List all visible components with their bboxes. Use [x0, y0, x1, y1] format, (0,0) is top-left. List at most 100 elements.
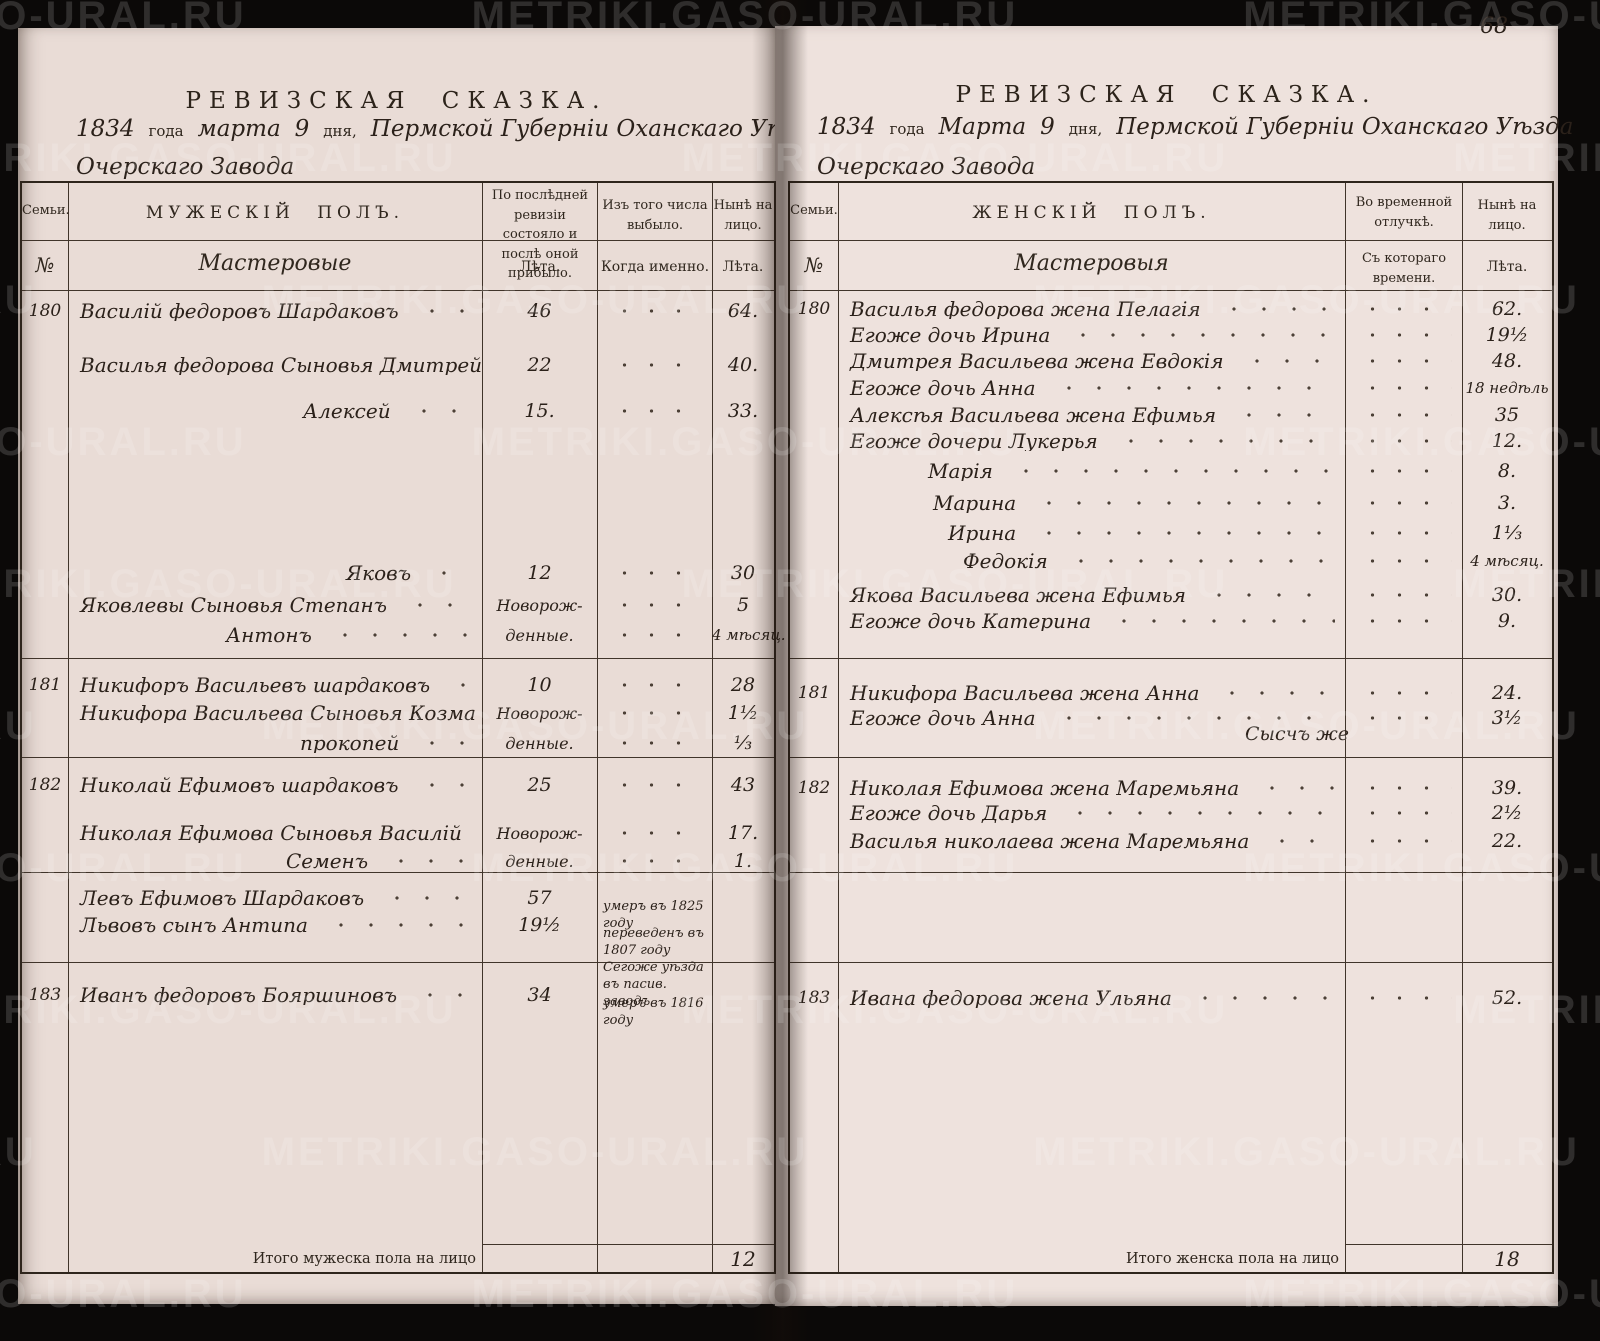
section-line: [22, 872, 774, 873]
dotted-leader: [1200, 589, 1335, 601]
page-title: РЕВИЗСКАЯ СКАЗКА.: [185, 88, 608, 114]
person-name: Иванъ федоровъ Бояршиновъ: [80, 985, 398, 1005]
name-cell: Ирина: [838, 523, 1345, 543]
total-value: 18: [1494, 1247, 1520, 1271]
dotted-leader: [1355, 435, 1452, 447]
dotted-leader: [607, 359, 702, 371]
section-line: [22, 658, 774, 659]
table-row: Василья николаева жена Маремьяна 22.: [790, 828, 1552, 854]
dotted-leader: [1064, 329, 1335, 341]
table-row: Яковлевы Сыновья Степанъ Новорож- 5: [22, 592, 774, 618]
table-row: 181 Никифора Васильева жена Анна 24.: [790, 680, 1552, 706]
section-line: [22, 757, 774, 758]
age-previous: 46: [527, 300, 552, 322]
column-line: [1462, 183, 1463, 1272]
age-previous: Новорож-: [496, 703, 583, 723]
person-name: прокопей: [300, 733, 400, 753]
person-name: Никифоръ Васильевъ шардаковъ: [80, 675, 431, 695]
column-line: [482, 183, 483, 1272]
age-previous: денные.: [505, 851, 574, 871]
absence-cell: [1345, 409, 1462, 421]
name-cell: Василья федорова жена Пелагія: [838, 299, 1345, 319]
age-now: 17.: [727, 822, 759, 844]
age-previous: 57: [527, 887, 552, 909]
header-prev-revision: По послѣдней ревизіи состояло и послѣ он…: [491, 188, 589, 281]
table-row: 180 Василья федорова жена Пелагія 62.: [790, 296, 1552, 322]
date-place: Пермской Губерніи Оханскаго Уѣзда: [370, 116, 828, 142]
age-now: 22.: [1491, 830, 1523, 852]
section-line: [790, 757, 1552, 758]
table-row: Антонъ денные. 4 мѣсяц.: [22, 622, 786, 648]
date-line: 1834 года марта 9 дня, Пермской Губерніи…: [76, 116, 828, 142]
person-name: Егоже дочь Дарья: [850, 803, 1048, 823]
person-name: Николая Ефимова жена Маремьяна: [850, 778, 1240, 798]
header-temp-absence: Во временной отлучкѣ.: [1355, 195, 1453, 230]
date-place-2: Очерскаго Завода: [76, 154, 295, 180]
dotted-leader: [1355, 555, 1452, 567]
date-line-2: Очерскаго Завода: [817, 154, 1035, 180]
date-place: Пермской Губерніи Оханскаго Уѣзда: [1116, 114, 1574, 140]
dotted-leader: [404, 405, 472, 417]
age-previous: денные.: [505, 733, 574, 753]
dotted-leader: [1263, 835, 1335, 847]
absence-cell: [1345, 835, 1462, 847]
dotted-leader: [321, 919, 472, 931]
person-name: Алексѣя Васильева жена Ефимья: [850, 405, 1217, 425]
marginal-note: Сысчъ же: [1245, 723, 1350, 745]
table-row: 181 Никифоръ Васильевъ шардаковъ 10 28: [22, 672, 774, 698]
age-now: 40.: [727, 354, 759, 376]
age-now: 35: [1494, 404, 1520, 426]
dotted-leader: [607, 405, 702, 417]
age-previous: 34: [527, 984, 552, 1006]
date-year: 1834: [76, 116, 135, 142]
age-now: 4 мѣсяц.: [1470, 552, 1544, 570]
family-number: 180: [28, 301, 62, 321]
dotted-leader: [1006, 465, 1335, 477]
departure-cell: [597, 827, 712, 839]
age-previous: Новорож-: [496, 823, 583, 843]
name-cell: Якова Васильева жена Ефимья: [838, 585, 1345, 605]
dotted-leader: [1355, 687, 1452, 699]
age-now: ⅓: [733, 732, 753, 754]
age-now: 2½: [1491, 802, 1523, 824]
person-name: Яковлевы Сыновья Степанъ: [80, 595, 387, 615]
departure-cell: [597, 567, 712, 579]
dotted-leader: [382, 855, 472, 867]
name-cell: Марія: [838, 461, 1345, 481]
name-cell: Яковъ: [68, 563, 482, 583]
family-number: 181: [797, 683, 831, 703]
male-table: Семьи. МУЖЕСКІЙ ПОЛЪ. По послѣдней ревиз…: [20, 181, 786, 1274]
absence-cell: [1345, 992, 1462, 1004]
person-name: Яковъ: [346, 563, 412, 583]
table-row: Алексей 15. 33.: [22, 398, 774, 424]
dotted-leader: [1237, 355, 1335, 367]
name-cell: Яковлевы Сыновья Степанъ: [68, 595, 482, 615]
table-row: Федокія 4 мѣсяц.: [790, 548, 1552, 574]
person-name: Егоже дочь Ирина: [850, 325, 1051, 345]
dotted-leader: [1355, 782, 1452, 794]
age-now: 3.: [1497, 492, 1517, 514]
departure-cell: [597, 855, 712, 867]
name-cell: Егоже дочери Лукерья: [838, 431, 1345, 451]
date-place-2: Очерскаго Завода: [817, 154, 1036, 180]
departure-note: переведенъ въ 1807 году Сегоже уѣзда въ …: [603, 926, 704, 1009]
dotted-leader: [607, 305, 702, 317]
date-line-2: Очерскаго Завода: [76, 154, 294, 180]
total-label: Итого женска пола на лицо: [1125, 1251, 1339, 1267]
age-now: 1.: [733, 850, 753, 872]
departure-cell: [597, 707, 712, 719]
age-previous: 15.: [524, 400, 555, 422]
dotted-leader: [607, 855, 702, 867]
table-row: 183 Ивана федорова жена Ульяна 52.: [790, 985, 1552, 1011]
person-name: Федокія: [963, 551, 1048, 571]
name-cell: Василья николаева жена Маремьяна: [838, 831, 1345, 851]
subheader-when: Когда именно.: [600, 259, 710, 275]
table-row: 182 Николай Ефимовъ шардаковъ 25 43: [22, 772, 774, 798]
section-line: [790, 962, 1552, 963]
name-cell: Егоже дочь Ирина: [838, 325, 1345, 345]
person-name: Василья николаева жена Маремьяна: [850, 831, 1250, 851]
person-name: Марія: [928, 461, 993, 481]
absence-cell: [1345, 712, 1462, 724]
name-cell: Егоже дочь Дарья: [838, 803, 1345, 823]
dotted-leader: [1061, 555, 1335, 567]
